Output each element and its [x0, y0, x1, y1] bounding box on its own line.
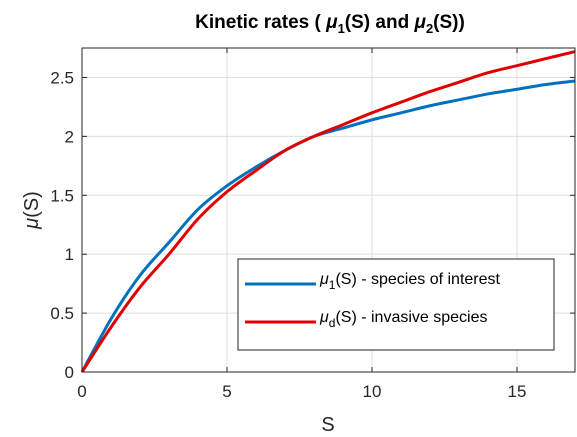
legend-label-mu1: μ1(S) - species of interest — [319, 271, 501, 292]
chart-title: Kinetic rates ( μ1(S) and μ2(S)) — [195, 12, 465, 36]
x-tick-label: 5 — [222, 382, 231, 401]
axes-box — [81, 47, 576, 373]
x-tick-label: 0 — [77, 382, 86, 401]
legend-mud-text: (S) - invasive species — [335, 309, 487, 326]
y-tick-label: 2 — [65, 127, 74, 146]
y-axis-title-arg: (S) — [21, 191, 43, 218]
legend-box — [237, 258, 555, 351]
legend-label-mud: μd(S) - invasive species — [319, 309, 488, 330]
y-tick-label: 2.5 — [50, 68, 74, 87]
y-tick-label: 1 — [65, 245, 74, 264]
title-mu1-symbol: μ — [325, 12, 338, 33]
legend-mud-symbol: μ — [319, 309, 329, 326]
legend-mu1-sub: 1 — [329, 278, 336, 292]
y-tick-label: 0 — [65, 363, 74, 382]
series-line-mud — [80, 50, 576, 373]
legend-mu1-text: (S) - species of interest — [335, 271, 500, 288]
legend-mu1-symbol: μ — [319, 271, 329, 288]
title-mu2-sub: 2 — [426, 21, 433, 36]
x-tick-label: 15 — [508, 382, 527, 401]
title-mu1-sub: 1 — [338, 21, 345, 36]
y-axis-title-symbol: μ — [21, 218, 43, 230]
title-mu2-symbol: μ — [413, 12, 426, 33]
title-mu1-arg: (S) and — [345, 12, 415, 33]
y-axis-title: μ(S) — [21, 191, 43, 230]
x-tick-label: 10 — [363, 382, 382, 401]
series-group — [80, 50, 576, 373]
y-tick-label: 1.5 — [50, 186, 74, 205]
legend-mud-sub: d — [329, 316, 336, 330]
x-axis-title: S — [321, 414, 334, 436]
y-tick-label: 0.5 — [50, 304, 74, 323]
ticks-group: 0 5 10 15 0 0.5 1 1.5 2 2.5 — [50, 48, 575, 401]
legend: μ1(S) - species of interest μd(S) - inva… — [237, 258, 555, 351]
title-prefix: Kinetic rates ( — [195, 12, 326, 33]
title-mu2-arg: (S)) — [433, 12, 465, 33]
